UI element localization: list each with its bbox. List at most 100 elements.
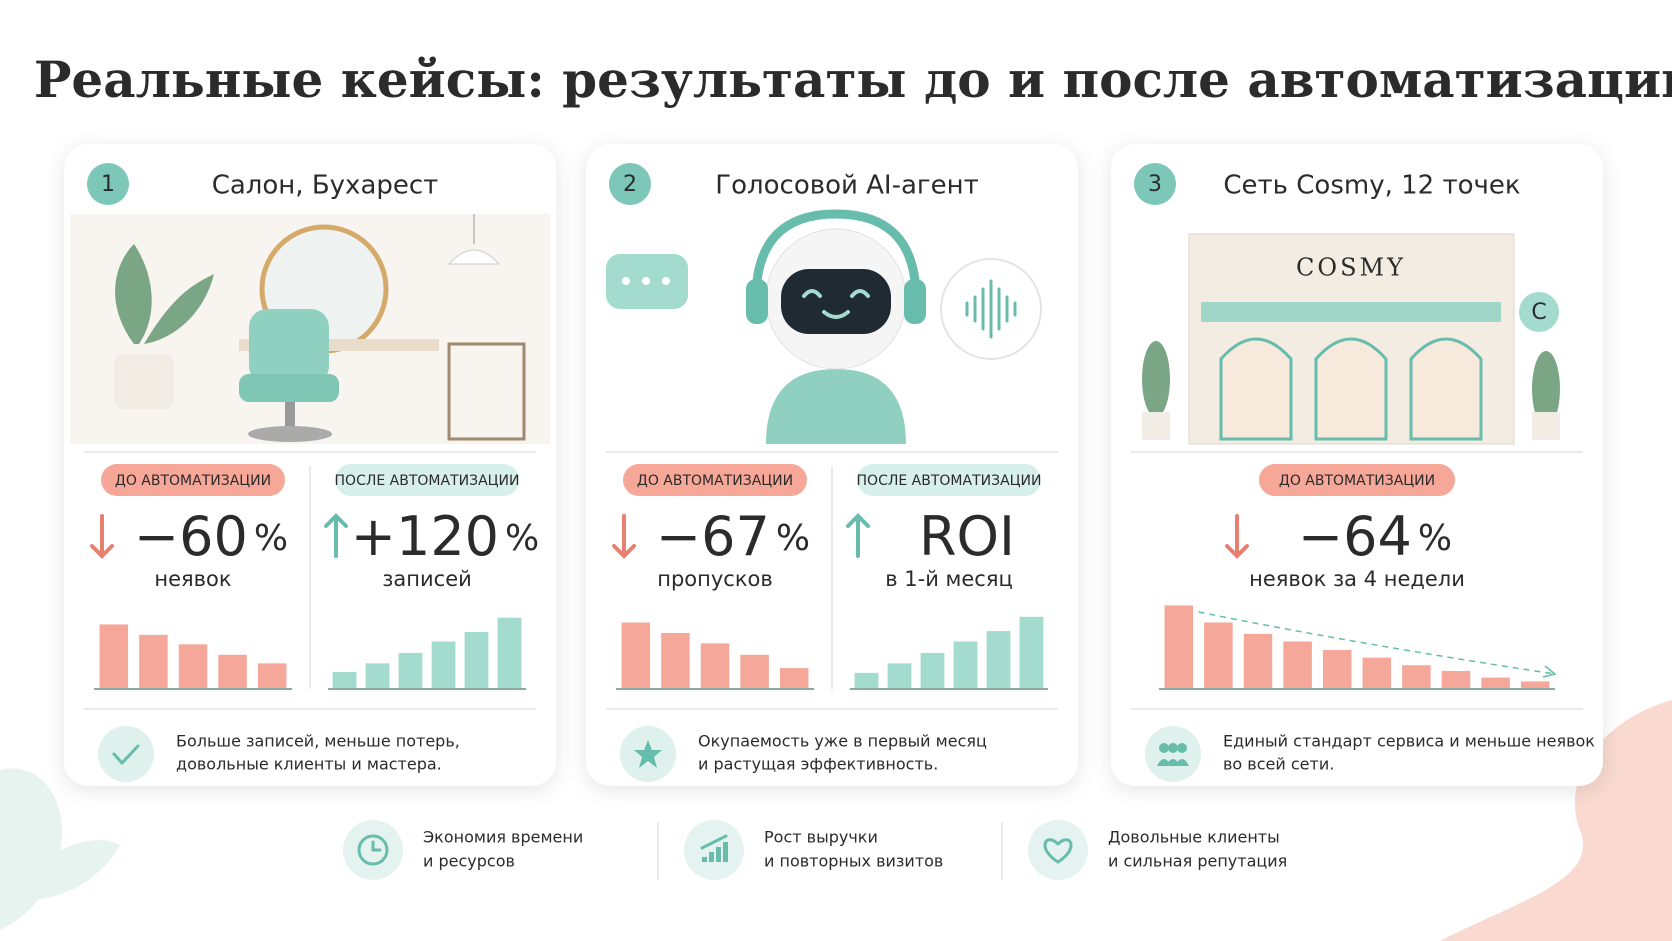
chat-dot [642, 277, 650, 285]
metric-label: неявок за 4 недели [1249, 567, 1465, 591]
case-number: 2 [623, 172, 637, 197]
bar [464, 632, 489, 689]
lamp [447, 249, 501, 265]
footer-text: Единый стандарт сервиса и меньше неявок [1223, 732, 1595, 751]
plant [115, 244, 214, 344]
footer-text: Больше записей, меньше потерь, [176, 732, 460, 751]
metric-value: +120 [351, 505, 499, 568]
headset [751, 209, 921, 300]
bar [218, 654, 247, 689]
metric: −67% [656, 505, 810, 568]
people-icon [1175, 759, 1189, 766]
clock-icon [357, 834, 389, 866]
metric: −60% [134, 505, 288, 568]
chart-icon [709, 852, 714, 862]
case-card: COSMY C 3 Сеть Cosmy, 12 точек ДО АВТОМАТИЗА… [1111, 144, 1603, 786]
people-icon [1177, 743, 1187, 753]
bar [1402, 665, 1431, 689]
footer-icon-bg [98, 726, 154, 782]
chat-dot [622, 277, 630, 285]
benefit-text: Экономия времени [423, 828, 583, 847]
store-window [1314, 337, 1388, 441]
bar [1243, 633, 1273, 689]
bar [621, 622, 651, 689]
metric-label: неявок [154, 567, 231, 591]
benefit-text: Довольные клиенты [1108, 828, 1280, 847]
footer-text: во всей сети. [1223, 755, 1334, 774]
benefit-text: и ресурсов [423, 852, 515, 871]
store-window [1219, 337, 1293, 441]
case-number-badge [1134, 163, 1176, 205]
badge-bg [1259, 464, 1455, 496]
bar [986, 631, 1011, 689]
metric-unit: % [254, 518, 288, 559]
chair-base [248, 426, 332, 442]
leaf-decor [10, 840, 120, 901]
metric-value: ROI [919, 505, 1015, 568]
bar [178, 644, 208, 689]
bar [1441, 670, 1471, 689]
bar [1164, 605, 1194, 689]
leaf-decor [0, 768, 62, 930]
metric-value: −64 [1298, 505, 1412, 568]
case-number-badge [87, 163, 129, 205]
logo: C [1531, 300, 1546, 325]
bar [854, 672, 879, 689]
bar [1481, 677, 1510, 689]
store-window [1409, 337, 1483, 441]
footer-text: Окупаемость уже в первый месяц [698, 732, 987, 751]
bar [497, 617, 522, 689]
bar [700, 643, 730, 689]
benefit-text: Рост выручки [764, 828, 878, 847]
metric-label: в 1-й месяц [885, 567, 1013, 591]
chart-icon [723, 842, 728, 862]
footer-text: довольные клиенты и мастера. [176, 755, 442, 774]
clock-icon [371, 840, 382, 852]
trend-head [1542, 665, 1557, 678]
metric: +120% [351, 505, 540, 568]
robot-smile [802, 289, 870, 319]
case-card: 2 Голосовой AI-агент ДО АВТОМАТИЗАЦИИ −67 %п… [586, 144, 1078, 786]
benefit: Довольные клиенты и сильная репутация [1001, 820, 1287, 880]
badge: ДО АВТОМАТИЗАЦИИ [637, 473, 793, 489]
case-number-badge [609, 163, 651, 205]
store-sign: COSMY [1296, 254, 1406, 282]
badge: ДО АВТОМАТИЗАЦИИ [1279, 473, 1435, 489]
chair-seat [239, 374, 339, 402]
benefit-text: и сильная репутация [1108, 852, 1287, 871]
page-title: Реальные кейсы: результаты до и после ав… [34, 50, 1672, 109]
bar [1322, 650, 1352, 689]
metric: −64% [1298, 505, 1452, 568]
metric-unit: % [776, 518, 810, 559]
case-number: 1 [101, 172, 115, 197]
trend-arrow [1225, 514, 1249, 559]
badge-bg [623, 464, 807, 496]
badge: ПОСЛЕ АВТОМАТИЗАЦИИ [857, 473, 1042, 489]
bar [257, 663, 287, 689]
pot [114, 354, 174, 409]
chair-back [249, 309, 329, 384]
robot-body [766, 369, 906, 444]
metric-unit: % [1418, 518, 1452, 559]
robot-face [781, 269, 891, 334]
bar [1019, 616, 1044, 689]
trend-arrow [612, 514, 636, 559]
bar [365, 663, 390, 689]
blob-decor [1440, 700, 1672, 941]
chart-icon [700, 834, 728, 850]
case-title: Голосовой AI-агент [715, 171, 978, 201]
metric-unit: % [505, 518, 539, 559]
trend-line [1198, 611, 1556, 675]
benefit-icon-bg [684, 820, 744, 880]
chat-dot [662, 277, 670, 285]
bar [779, 668, 809, 689]
heart-icon [1043, 838, 1073, 864]
bar [740, 654, 769, 689]
bar [661, 632, 690, 689]
trend-arrow [324, 513, 348, 558]
footer-icon-bg [1145, 726, 1201, 782]
people-icon [1168, 743, 1178, 753]
trend-arrow [846, 513, 870, 558]
bar [332, 671, 357, 689]
